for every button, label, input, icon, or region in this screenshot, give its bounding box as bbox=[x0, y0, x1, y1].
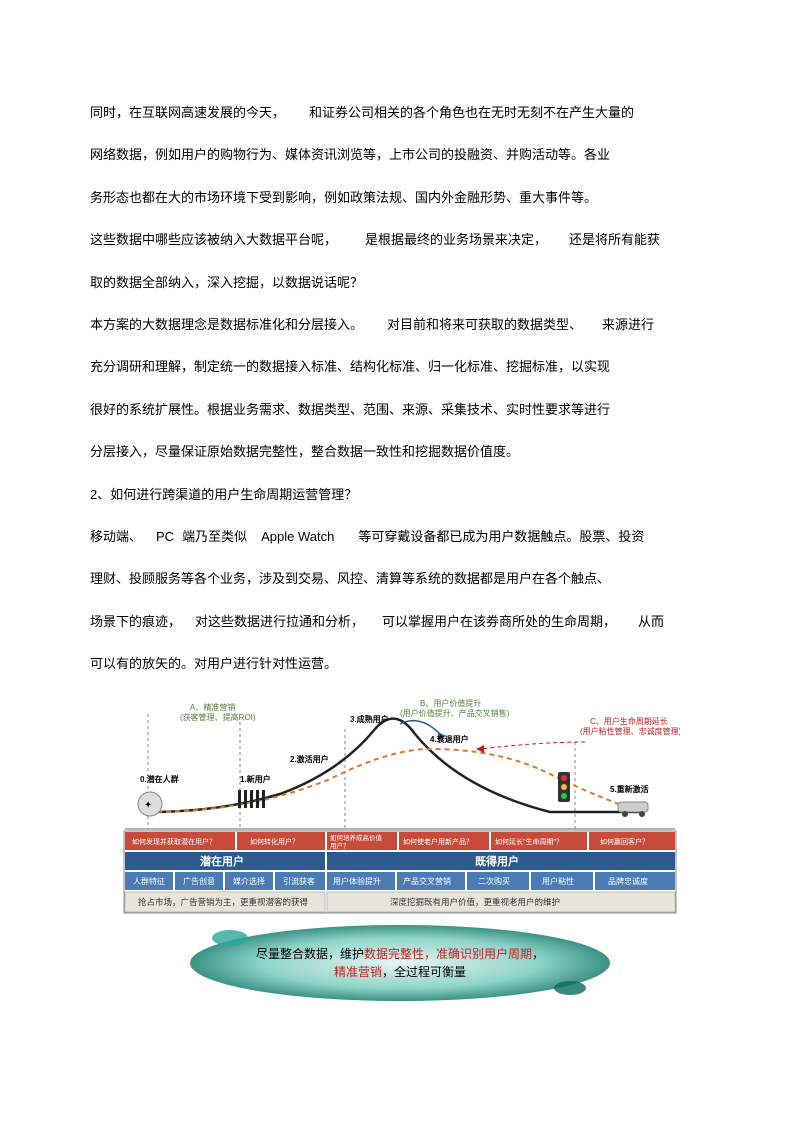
node-4-label: 4.衰退用户 bbox=[430, 734, 469, 744]
node-1-label: 1.新用户 bbox=[240, 774, 271, 784]
svg-text:品牌忠诚度: 品牌忠诚度 bbox=[608, 876, 648, 886]
header-left: 潜在用户 bbox=[200, 854, 244, 868]
svg-text:二次购买: 二次购买 bbox=[478, 876, 510, 886]
bottom-right-text: 深度挖掘既有用户价值，更重视老用户的维护 bbox=[390, 897, 560, 907]
para-9: 分层接入，尽量保证原始数据完整性，整合数据一致性和挖掘数据价值度。 bbox=[90, 434, 710, 470]
svg-text:如何培养成高价值: 如何培养成高价值 bbox=[330, 833, 383, 842]
para-1: 同时，在互联网高速发展的今天， 和证券公司相关的各个角色也在无时无刻不在产生大量的 bbox=[90, 95, 710, 131]
text: PC bbox=[156, 529, 174, 544]
text: 本方案的大数据理念是数据标准化和分层接入。 bbox=[90, 317, 363, 332]
svg-text:产品交叉营销: 产品交叉营销 bbox=[403, 876, 451, 886]
node-5-label: 5.重新激活 bbox=[610, 784, 649, 794]
car-icon bbox=[618, 802, 648, 812]
text: 务形态也都在大的市场环境下受到影响，例如政策法规、国内外金融形势、重大事件等。 bbox=[90, 190, 597, 205]
text: 端乃至类似 bbox=[182, 529, 247, 544]
svg-text:媒介选择: 媒介选择 bbox=[233, 876, 265, 886]
lifecycle-curve-svg: A、精准营销 (获客管理、提高ROI) B、用户价值提升 (用户价值提升、产品交… bbox=[120, 694, 680, 924]
blue-cells-row: 人群特征 广告创意 媒介选择 引流获客 用户体验提升 产品交叉营销 二次购买 用… bbox=[125, 872, 675, 890]
para-4: 这些数据中哪些应该被纳入大数据平台呢， 是根据最终的业务场景来决定， 还是将所有能获 bbox=[90, 222, 710, 258]
text: 充分调研和理解，制定统一的数据接入标准、结构化标准、归一化标准、挖掘标准，以实现 bbox=[90, 359, 610, 374]
text: 等可穿戴设备都已成为用户数据触点。股票、投资 bbox=[358, 529, 644, 544]
para-2: 网络数据，例如用户的购物行为、媒体资讯浏览等，上市公司的投融资、并购活动等。各业 bbox=[90, 137, 710, 173]
svg-text:如何赢回客户？: 如何赢回客户？ bbox=[600, 837, 649, 846]
para-8: 很好的系统扩展性。根据业务需求、数据类型、范围、来源、采集技术、实时性要求等进行 bbox=[90, 392, 710, 428]
bubble-line2: 精准营销，全过程可衡量 bbox=[334, 964, 466, 979]
svg-text:如何发现并获取潜在用户？: 如何发现并获取潜在用户？ bbox=[132, 837, 216, 846]
bottom-left-text: 抢占市场，广告营销为主，更重视潜客的获得 bbox=[138, 897, 309, 907]
para-10: 2、如何进行跨渠道的用户生命周期运营管理？ bbox=[90, 477, 710, 513]
para-14: 可以有的放矢的。对用户进行针对性运营。 bbox=[90, 646, 710, 682]
text: 对目前和将来可获取的数据类型、 bbox=[387, 317, 582, 332]
svg-text:用户体验提升: 用户体验提升 bbox=[333, 876, 381, 886]
text: 分层接入，尽量保证原始数据完整性，整合数据一致性和挖掘数据价值度。 bbox=[90, 444, 519, 459]
svg-text:用户？: 用户？ bbox=[330, 841, 350, 850]
para-12: 理财、投顾服务等各个业务，涉及到交易、风控、清算等系统的数据都是用户在各个触点、 bbox=[90, 561, 710, 597]
text: 场景下的痕迹， bbox=[90, 614, 181, 629]
callout-b: B、用户价值提升 (用户价值提升、产品交叉销售) bbox=[400, 698, 510, 718]
text: 理财、投顾服务等各个业务，涉及到交易、风控、清算等系统的数据都是用户在各个触点、 bbox=[90, 571, 610, 586]
node-2-label: 2.激活用户 bbox=[290, 754, 329, 764]
text: 可以有的放矢的。对用户进行针对性运营。 bbox=[90, 656, 337, 671]
summary-bubble: 尽量整合数据，维护数据完整性，准确识别用户周期， 精准营销，全过程可衡量 bbox=[170, 918, 630, 1008]
lifecycle-diagram: A、精准营销 (获客管理、提高ROI) B、用户价值提升 (用户价值提升、产品交… bbox=[120, 694, 680, 1008]
text: 移动端、 bbox=[90, 529, 142, 544]
svg-text:如何使老户用新产品？: 如何使老户用新产品？ bbox=[403, 837, 473, 846]
svg-text:用户粘性: 用户粘性 bbox=[542, 876, 574, 886]
text: 取的数据全部纳入，深入挖掘，以数据说话呢？ bbox=[90, 275, 363, 290]
callout-a: A、精准营销 (获客管理、提高ROI) bbox=[180, 702, 256, 722]
svg-text:人群特征: 人群特征 bbox=[133, 876, 165, 886]
text: 从而 bbox=[638, 614, 664, 629]
svg-text:引流获客: 引流获客 bbox=[283, 876, 315, 886]
text: 是根据最终的业务场景来决定， bbox=[365, 232, 547, 247]
text: 可以掌握用户在该券商所处的生命周期， bbox=[382, 614, 616, 629]
text: 对这些数据进行拉通和分析， bbox=[195, 614, 364, 629]
para-7: 充分调研和理解，制定统一的数据接入标准、结构化标准、归一化标准、挖掘标准，以实现 bbox=[90, 349, 710, 385]
text: Apple Watch bbox=[261, 529, 334, 544]
text: 同时，在互联网高速发展的今天， bbox=[90, 105, 285, 120]
text: 2、如何进行跨渠道的用户生命周期运营管理？ bbox=[90, 487, 357, 502]
svg-text:如何延长"生命周期"？: 如何延长"生命周期"？ bbox=[495, 837, 563, 846]
bubble-line1: 尽量整合数据，维护数据完整性，准确识别用户周期， bbox=[256, 946, 544, 961]
node-0-label: 0.潜在人群 bbox=[140, 774, 179, 784]
text: 来源进行 bbox=[602, 317, 654, 332]
text: 还是将所有能获 bbox=[569, 232, 660, 247]
text: 这些数据中哪些应该被纳入大数据平台呢， bbox=[90, 232, 337, 247]
para-5: 取的数据全部纳入，深入挖掘，以数据说话呢？ bbox=[90, 265, 710, 301]
svg-text:✦: ✦ bbox=[144, 800, 152, 811]
para-11: 移动端、 PC 端乃至类似 Apple Watch 等可穿戴设备都已成为用户数据触点。股… bbox=[90, 519, 710, 555]
question-row: 如何发现并获取潜在用户？ 如何转化用户？ 如何培养成高价值 用户？ 如何使老户用… bbox=[125, 832, 675, 850]
text: 网络数据，例如用户的购物行为、媒体资讯浏览等，上市公司的投融资、并购活动等。各业 bbox=[90, 147, 610, 162]
text: 和证券公司相关的各个角色也在无时无刻不在产生大量的 bbox=[309, 105, 634, 120]
text: 很好的系统扩展性。根据业务需求、数据类型、范围、来源、采集技术、实时性要求等进行 bbox=[90, 402, 610, 417]
para-6: 本方案的大数据理念是数据标准化和分层接入。 对目前和将来可获取的数据类型、 来源进行 bbox=[90, 307, 710, 343]
header-right: 既得用户 bbox=[475, 854, 519, 868]
para-13: 场景下的痕迹， 对这些数据进行拉通和分析， 可以掌握用户在该券商所处的生命周期， 从而 bbox=[90, 604, 710, 640]
callout-c: C、用户生命周期延长 (用户粘性管理、忠诚度管理) bbox=[580, 716, 680, 736]
svg-text:广告创意: 广告创意 bbox=[183, 876, 215, 886]
svg-text:如何转化用户？: 如何转化用户？ bbox=[250, 837, 299, 846]
node-3-label: 3.成熟用户 bbox=[350, 714, 389, 724]
bubble-shape bbox=[190, 925, 610, 1001]
para-3: 务形态也都在大的市场环境下受到影响，例如政策法规、国内外金融形势、重大事件等。 bbox=[90, 180, 710, 216]
